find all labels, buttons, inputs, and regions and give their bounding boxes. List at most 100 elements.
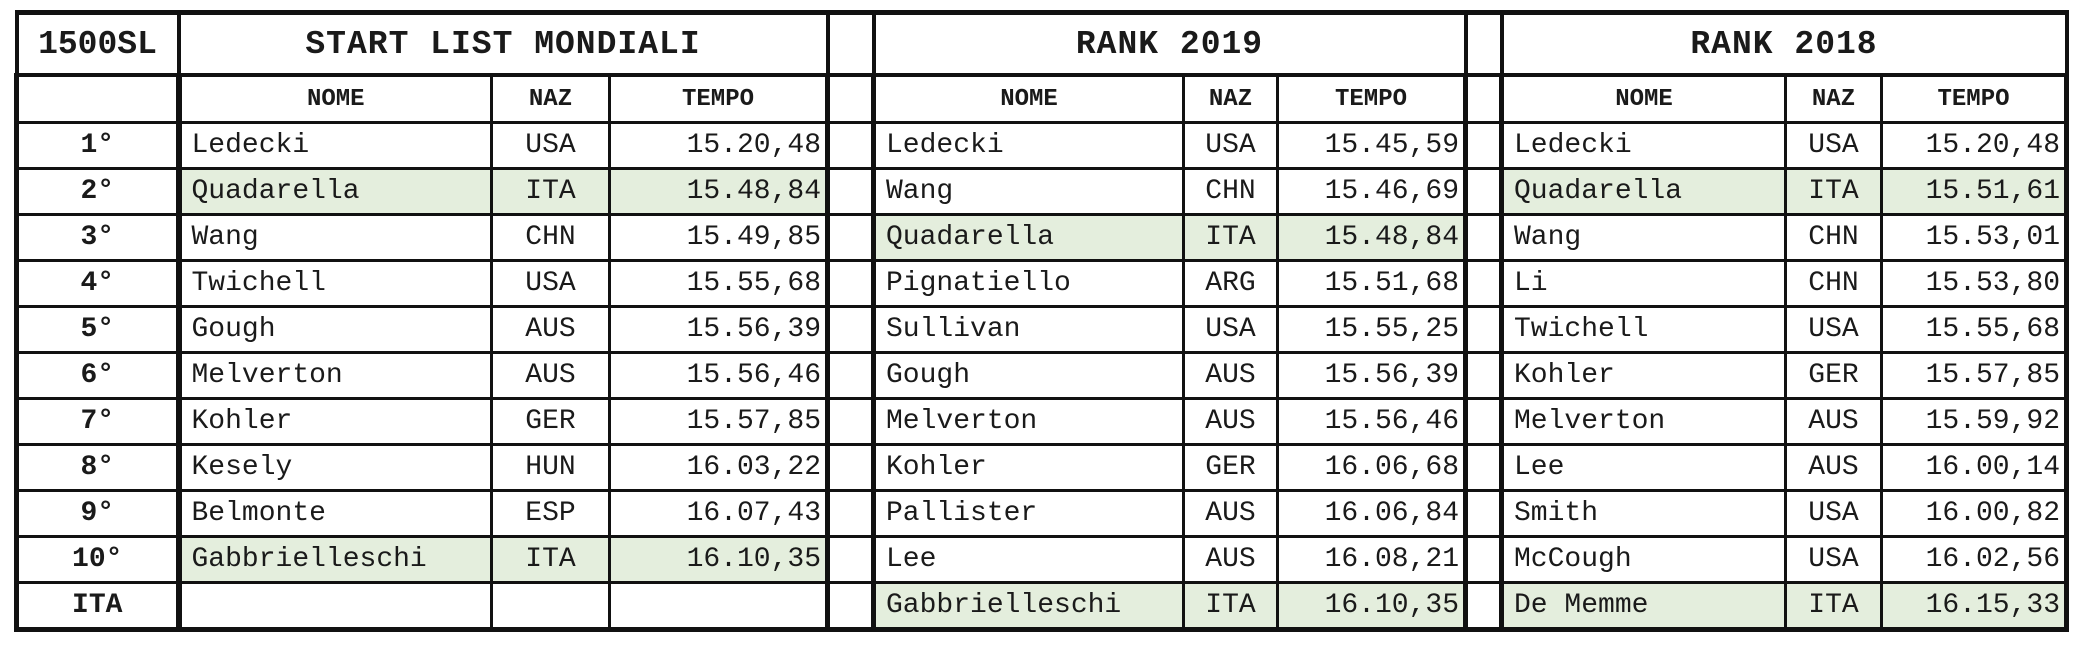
nation-code: AUS bbox=[1182, 489, 1279, 538]
nation-code: AUS bbox=[1182, 351, 1279, 400]
nation-code: CHN bbox=[490, 213, 611, 262]
position-label: 9° bbox=[14, 489, 182, 538]
nation-code: ITA bbox=[1784, 581, 1883, 632]
column-gap bbox=[825, 10, 876, 77]
nation-code: GER bbox=[1182, 443, 1279, 492]
athlete-name: Gough bbox=[177, 305, 493, 354]
time-value: 15.57,85 bbox=[608, 397, 829, 446]
column-gap bbox=[1463, 167, 1504, 216]
column-gap bbox=[825, 213, 876, 262]
nation-code: ITA bbox=[490, 535, 611, 584]
position-label: 1° bbox=[14, 121, 182, 170]
time-value: 15.48,84 bbox=[1276, 213, 1467, 262]
position-label: 6° bbox=[14, 351, 182, 400]
time-value: 15.46,69 bbox=[1276, 167, 1467, 216]
column-gap bbox=[825, 535, 876, 584]
column-gap bbox=[825, 305, 876, 354]
nation-code: CHN bbox=[1182, 167, 1279, 216]
athlete-name: Kohler bbox=[1500, 351, 1787, 400]
column-gap bbox=[825, 121, 876, 170]
athlete-name: Lee bbox=[1500, 443, 1787, 492]
event-label: 1500SL bbox=[14, 10, 181, 77]
time-value: 15.49,85 bbox=[608, 213, 829, 262]
athlete-name: Kesely bbox=[177, 443, 493, 492]
time-value: 15.20,48 bbox=[608, 121, 829, 170]
section-title: START LIST MONDIALI bbox=[176, 10, 830, 77]
column-gap bbox=[825, 259, 876, 308]
athlete-name: Ledecki bbox=[872, 121, 1185, 170]
athlete-name: McCough bbox=[1500, 535, 1787, 584]
time-value: 15.55,25 bbox=[1276, 305, 1467, 354]
column-gap bbox=[1463, 213, 1504, 262]
table-row: 4° Twichell USA 15.55,68 Pignatiello ARG 15.51… bbox=[14, 259, 2069, 308]
column-header: NOME bbox=[872, 73, 1185, 124]
column-gap bbox=[825, 351, 876, 400]
nation-code: USA bbox=[1784, 121, 1883, 170]
time-value: 15.55,68 bbox=[608, 259, 829, 308]
athlete-name: Lee bbox=[872, 535, 1185, 584]
title-row: 1500SL START LIST MONDIALI RANK 2019 RANK 2… bbox=[14, 10, 2069, 77]
nation-code: ITA bbox=[1182, 581, 1279, 632]
athlete-name: Pallister bbox=[872, 489, 1185, 538]
athlete-name: Quadarella bbox=[1500, 167, 1787, 216]
time-value: 15.55,68 bbox=[1880, 305, 2069, 354]
column-gap bbox=[825, 489, 876, 538]
athlete-name: Twichell bbox=[177, 259, 493, 308]
column-gap bbox=[825, 167, 876, 216]
column-gap bbox=[825, 397, 876, 446]
athlete-name: Belmonte bbox=[177, 489, 493, 538]
column-gap bbox=[1463, 259, 1504, 308]
results-body: 1500SL START LIST MONDIALI RANK 2019 RANK 2… bbox=[14, 10, 2069, 632]
athlete-name: De Memme bbox=[1500, 581, 1787, 632]
table-row: 7° Kohler GER 15.57,85 Melverton AUS 15.56,46 M… bbox=[14, 397, 2069, 446]
time-value: 15.53,80 bbox=[1880, 259, 2069, 308]
position-label: ITA bbox=[14, 581, 182, 632]
table-row: ITA Gabbrielleschi ITA 16.10,35 De Memme ITA 1… bbox=[14, 581, 2069, 632]
nation-code: USA bbox=[1182, 305, 1279, 354]
time-value: 15.51,68 bbox=[1276, 259, 1467, 308]
time-value: 16.06,68 bbox=[1276, 443, 1467, 492]
table-row: 1° Ledecki USA 15.20,48 Ledecki USA 15.45,59 Le… bbox=[14, 121, 2069, 170]
nation-code: ITA bbox=[490, 167, 611, 216]
table-row: 2° Quadarella ITA 15.48,84 Wang CHN 15.46,69 Qu… bbox=[14, 167, 2069, 216]
nation-code: AUS bbox=[1784, 443, 1883, 492]
nation-code: HUN bbox=[490, 443, 611, 492]
nation-code: ITA bbox=[1784, 167, 1883, 216]
section-title: RANK 2018 bbox=[1499, 10, 2069, 77]
time-value: 16.10,35 bbox=[608, 535, 829, 584]
column-header: TEMPO bbox=[608, 73, 829, 124]
athlete-name: Ledecki bbox=[177, 121, 493, 170]
position-label: 10° bbox=[14, 535, 182, 584]
time-value: 15.59,92 bbox=[1880, 397, 2069, 446]
nation-code: AUS bbox=[490, 351, 611, 400]
nation-code: USA bbox=[1784, 305, 1883, 354]
nation-code: CHN bbox=[1784, 259, 1883, 308]
column-gap bbox=[1463, 443, 1504, 492]
athlete-name: Wang bbox=[177, 213, 493, 262]
table-row: 5° Gough AUS 15.56,39 Sullivan USA 15.55,25 Twi… bbox=[14, 305, 2069, 354]
nation-code: USA bbox=[490, 259, 611, 308]
table-row: 8° Kesely HUN 16.03,22 Kohler GER 16.06,68 Lee A… bbox=[14, 443, 2069, 492]
column-gap bbox=[825, 73, 876, 124]
time-value: 15.56,39 bbox=[608, 305, 829, 354]
time-value: 15.56,46 bbox=[608, 351, 829, 400]
column-header: NOME bbox=[1500, 73, 1787, 124]
athlete-name: Gabbrielleschi bbox=[177, 535, 493, 584]
position-label: 3° bbox=[14, 213, 182, 262]
table-row: 3° Wang CHN 15.49,85 Quadarella ITA 15.48,84 Wa… bbox=[14, 213, 2069, 262]
athlete-name: Gough bbox=[872, 351, 1185, 400]
time-value: 16.07,43 bbox=[608, 489, 829, 538]
athlete-name: Pignatiello bbox=[872, 259, 1185, 308]
column-header: NAZ bbox=[1182, 73, 1279, 124]
time-value: 15.57,85 bbox=[1880, 351, 2069, 400]
nation-code: AUS bbox=[1182, 535, 1279, 584]
nation-code: USA bbox=[1784, 535, 1883, 584]
time-value: 16.02,56 bbox=[1880, 535, 2069, 584]
column-gap bbox=[1463, 10, 1504, 77]
athlete-name: Quadarella bbox=[177, 167, 493, 216]
nation-code: GER bbox=[490, 397, 611, 446]
athlete-name: Wang bbox=[1500, 213, 1787, 262]
athlete-name: Smith bbox=[1500, 489, 1787, 538]
athlete-name: Melverton bbox=[872, 397, 1185, 446]
position-label: 8° bbox=[14, 443, 182, 492]
